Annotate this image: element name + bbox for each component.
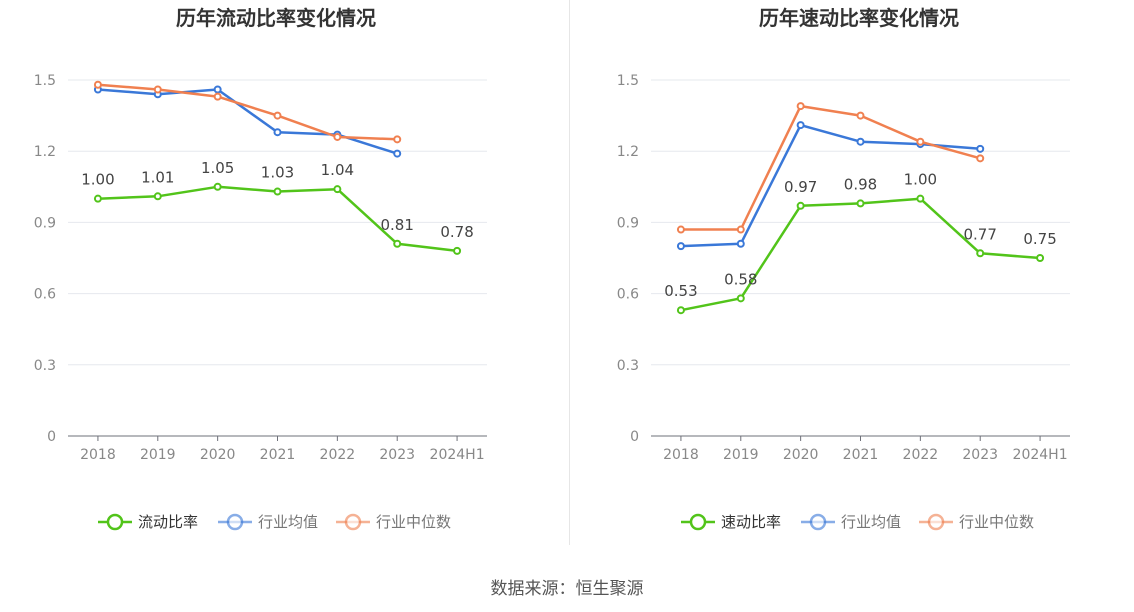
data-point — [153, 85, 162, 94]
legend-marker-2 — [927, 513, 945, 531]
data-point — [976, 249, 985, 258]
data-label: 0.77 — [964, 225, 997, 243]
data-label: 0.97 — [784, 178, 817, 196]
data-point — [736, 294, 745, 303]
y-tick-label: 0.6 — [34, 287, 56, 303]
x-tick-label: 2019 — [140, 447, 176, 463]
data-label: 1.01 — [141, 168, 174, 186]
series-line-2 — [97, 83, 398, 141]
data-point — [796, 121, 805, 130]
data-point — [976, 154, 985, 163]
data-point — [916, 194, 925, 203]
x-tick-label: 2021 — [260, 447, 296, 463]
x-tick-label: 2018 — [663, 447, 699, 463]
x-tick-label: 2021 — [843, 447, 879, 463]
data-point — [796, 102, 805, 111]
chart-title: 历年流动比率变化情况 — [176, 6, 376, 30]
x-tick-label: 2019 — [723, 447, 759, 463]
data-label: 0.53 — [664, 282, 697, 300]
x-tick-label: 2024H1 — [430, 447, 485, 463]
x-tick-label: 2023 — [962, 447, 998, 463]
series-line-1 — [97, 88, 398, 155]
data-label: 1.05 — [201, 159, 234, 177]
data-point — [856, 199, 865, 208]
data-point — [976, 144, 985, 153]
data-point — [676, 306, 685, 315]
legend-marker-0 — [689, 513, 707, 531]
legend-label-0: 流动比率 — [138, 513, 198, 531]
data-point — [676, 242, 685, 251]
data-label: 0.81 — [381, 216, 414, 234]
data-point — [736, 239, 745, 248]
data-point — [93, 194, 102, 203]
legend-label-1: 行业均值 — [841, 513, 901, 531]
y-tick-label: 0.9 — [617, 215, 639, 231]
legend-label-0: 速动比率 — [721, 513, 781, 531]
data-point — [93, 80, 102, 89]
y-tick-label: 0.3 — [617, 358, 639, 374]
data-label: 1.00 — [81, 171, 114, 189]
x-tick-label: 2022 — [903, 447, 939, 463]
legend-label-2: 行业中位数 — [959, 513, 1034, 531]
y-tick-label: 1.2 — [34, 144, 56, 160]
x-tick-label: 2020 — [200, 447, 236, 463]
chart-panel-2: 历年速动比率变化情况 0 0.3 0.6 0.9 1.2 1.5 2018 2019 2020 20… — [617, 6, 1070, 531]
data-point — [153, 192, 162, 201]
y-tick-label: 0.9 — [34, 215, 56, 231]
series-line-2 — [680, 104, 981, 231]
data-point — [273, 187, 282, 196]
x-tick-label: 2024H1 — [1013, 447, 1068, 463]
data-point — [676, 225, 685, 234]
data-point — [453, 246, 462, 255]
data-point — [393, 239, 402, 248]
data-point — [333, 185, 342, 194]
y-tick-label: 1.5 — [34, 73, 56, 89]
y-tick-label: 1.5 — [617, 73, 639, 89]
y-tick-label: 0.3 — [34, 358, 56, 374]
x-tick-label: 2023 — [379, 447, 415, 463]
chart-title: 历年速动比率变化情况 — [759, 6, 959, 30]
data-point — [393, 135, 402, 144]
data-point — [213, 182, 222, 191]
x-tick-label: 2020 — [783, 447, 819, 463]
legend: 速动比率 行业均值 行业中位数 — [681, 513, 1034, 531]
data-point — [856, 137, 865, 146]
legend-marker-1 — [809, 513, 827, 531]
legend-label-2: 行业中位数 — [376, 513, 451, 531]
data-point — [796, 201, 805, 210]
x-tick-label: 2018 — [80, 447, 116, 463]
data-source-note: 数据来源：恒生聚源 — [490, 579, 644, 599]
data-point — [333, 132, 342, 141]
data-point — [736, 225, 745, 234]
legend: 流动比率 行业均值 行业中位数 — [98, 513, 451, 531]
data-point — [1036, 254, 1045, 262]
y-tick-label: 1.2 — [617, 144, 639, 160]
data-label: 0.78 — [440, 223, 473, 241]
data-label: 1.04 — [321, 161, 354, 179]
legend-marker-2 — [344, 513, 362, 531]
data-point — [393, 149, 402, 158]
legend-marker-0 — [106, 513, 124, 531]
data-point — [273, 111, 282, 120]
data-label: 1.03 — [261, 164, 294, 182]
legend-label-1: 行业均值 — [258, 513, 318, 531]
x-tick-label: 2022 — [320, 447, 356, 463]
data-label: 0.75 — [1023, 230, 1056, 248]
panel-divider — [569, 0, 570, 545]
data-point — [213, 92, 222, 101]
data-point — [856, 111, 865, 120]
y-tick-label: 0.6 — [617, 287, 639, 303]
data-label: 0.58 — [724, 270, 757, 288]
data-label: 0.98 — [844, 175, 877, 193]
data-label: 1.00 — [904, 171, 937, 189]
data-point — [273, 128, 282, 137]
legend-marker-1 — [226, 513, 244, 531]
data-point — [213, 85, 222, 94]
data-point — [916, 137, 925, 146]
y-tick-label: 0 — [630, 429, 639, 445]
chart-panel-1: 历年流动比率变化情况 0 0.3 0.6 0.9 1.2 1.5 2018 2019 2020 20… — [34, 6, 487, 531]
y-tick-label: 0 — [47, 429, 56, 445]
